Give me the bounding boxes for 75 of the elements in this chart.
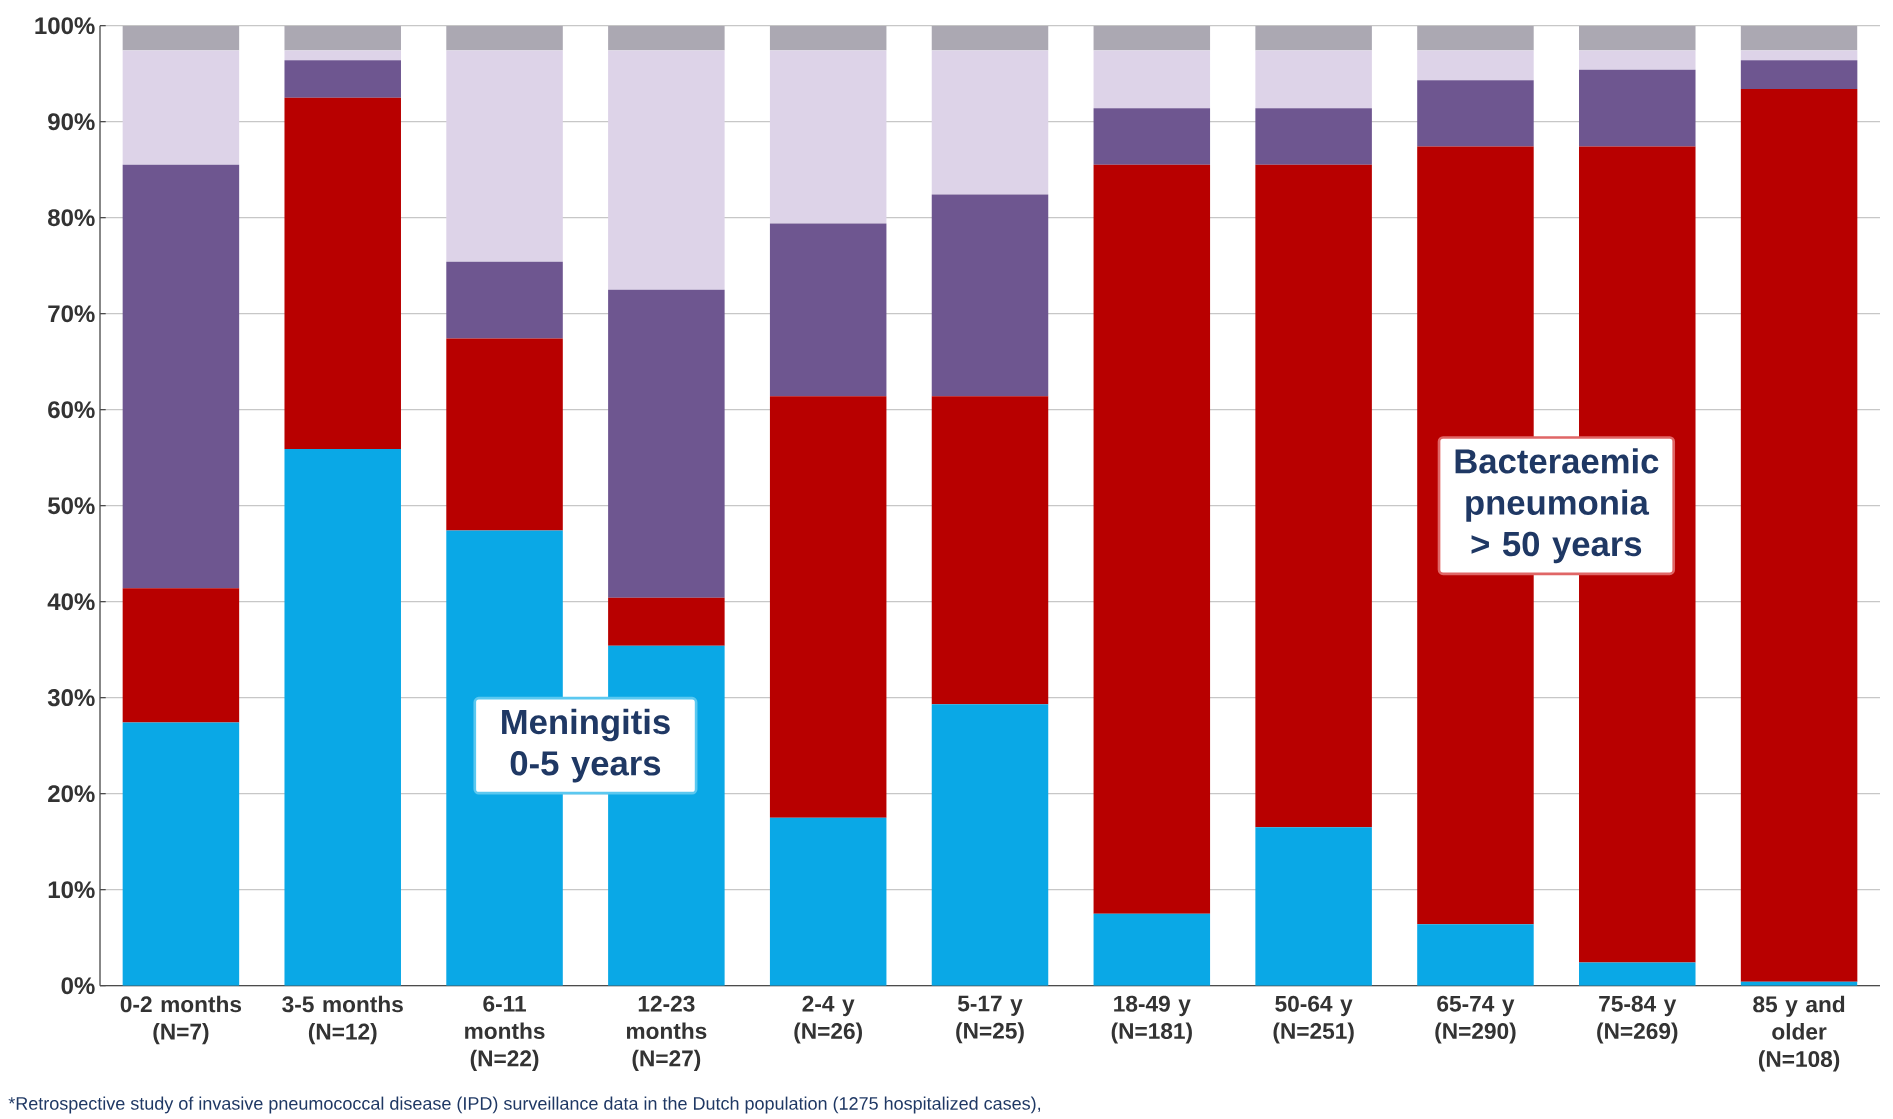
bar — [1255, 108, 1372, 165]
bar — [608, 597, 725, 646]
bar — [122, 722, 240, 986]
bar — [1417, 50, 1534, 81]
x-tick-label: 12-23 months (N=27) — [626, 995, 707, 1071]
y-tick-label: 20% — [48, 785, 95, 803]
bar — [1093, 164, 1211, 914]
bar — [769, 223, 887, 397]
bar — [1255, 827, 1372, 986]
bar — [931, 50, 1049, 195]
bar — [931, 704, 1049, 986]
bar — [1579, 69, 1696, 147]
bar — [284, 97, 401, 450]
x-tick-label: 75-84 y (N=269) — [1597, 995, 1678, 1044]
x-tick-label: 5-17 y (N=25) — [956, 995, 1024, 1044]
bar — [1579, 25, 1696, 51]
bar — [769, 396, 887, 818]
bar — [284, 60, 401, 98]
bar — [608, 289, 725, 598]
bar — [608, 25, 725, 51]
x-tick-label: 0-2 months (N=7) — [120, 995, 242, 1045]
bar — [931, 396, 1049, 705]
bar — [1255, 164, 1372, 828]
bar — [1740, 25, 1858, 51]
y-tick-label: 0% — [61, 977, 95, 995]
bar — [931, 25, 1049, 51]
bar — [1740, 50, 1858, 61]
bar — [1417, 80, 1534, 147]
bar — [1740, 89, 1858, 982]
bar — [446, 50, 563, 262]
bar — [931, 194, 1049, 397]
text: *Retrospective study of invasive pneumococcal disease (IPD) surveillance data in the Dutch population (1275 hospitalized cases), — [8, 1096, 1041, 1114]
bar — [769, 817, 887, 986]
bar — [1093, 50, 1211, 109]
bar — [1417, 25, 1534, 51]
annotation: Meningitis 0-5 years — [502, 708, 670, 783]
bar — [284, 25, 401, 51]
y-tick-label: 60% — [48, 401, 95, 419]
x-tick-label: 2-4 y (N=26) — [794, 995, 862, 1044]
bar — [1740, 60, 1858, 90]
y-tick-label: 50% — [47, 497, 95, 515]
bar — [1579, 50, 1696, 70]
bar — [122, 164, 240, 589]
y-tick-label: 100% — [35, 17, 95, 35]
bar — [446, 338, 563, 531]
bar — [1579, 962, 1696, 986]
x-tick-label: 65-74 y (N=290) — [1435, 995, 1516, 1044]
bar — [122, 588, 240, 723]
bar — [446, 261, 563, 339]
bar — [284, 449, 401, 986]
bar — [1255, 25, 1372, 51]
y-tick-label: 40% — [47, 593, 95, 611]
bar — [1093, 25, 1211, 51]
x-tick-label: 18-49 y (N=181) — [1111, 995, 1192, 1044]
x-tick-label: 3-5 months (N=12) — [282, 995, 403, 1045]
y-tick-label: 30% — [47, 689, 95, 707]
bar — [1093, 913, 1211, 986]
y-tick-label: 80% — [48, 209, 95, 227]
y-tick-label: 10% — [48, 881, 95, 899]
x-tick-label: 6-11 months (N=22) — [465, 995, 545, 1071]
bar — [1417, 924, 1534, 986]
bar — [769, 50, 887, 224]
x-tick-label: 50-64 y (N=251) — [1273, 995, 1354, 1044]
bar — [1093, 108, 1211, 165]
bar — [608, 50, 725, 290]
annotation: Bacteraemic pneumonia > 50 years — [1455, 448, 1659, 564]
y-tick-label: 90% — [48, 113, 95, 131]
bar — [122, 25, 240, 51]
bar — [284, 50, 401, 61]
bar — [122, 50, 240, 165]
y-tick-label: 70% — [48, 305, 95, 323]
bar — [1255, 50, 1372, 109]
x-tick-label: 85 y and older (N=108) — [1753, 995, 1845, 1072]
bar — [769, 25, 887, 51]
bar — [446, 25, 563, 51]
